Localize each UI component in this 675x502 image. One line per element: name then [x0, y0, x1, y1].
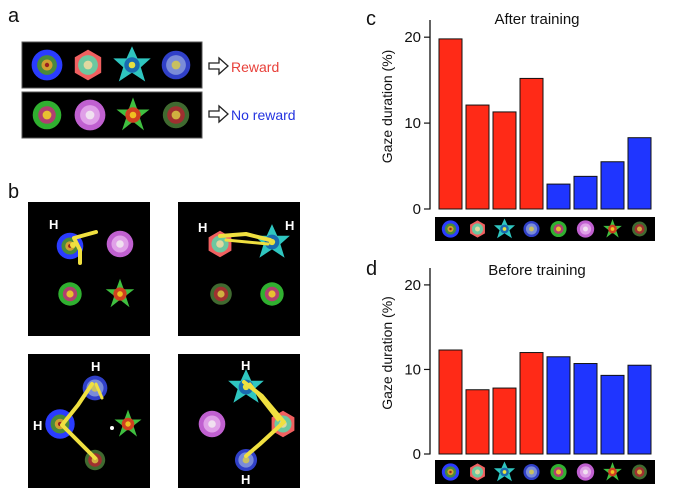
gaze-marker-h: H [285, 218, 294, 233]
gaze-marker-h: H [241, 472, 250, 487]
after-training-chart: After training 0 10 20 Gaze duration (%) [379, 11, 655, 241]
arrow-right-icon [208, 104, 229, 124]
panel-label-d: d [366, 258, 377, 280]
panel-label-b: b [8, 181, 19, 203]
x-axis-object-8 [632, 221, 647, 237]
bar-4 [519, 77, 544, 210]
bar-2 [465, 104, 490, 210]
gaze-marker-h: H [198, 220, 207, 235]
no-reward-object-1 [32, 100, 62, 130]
gaze-marker-h: H [300, 416, 309, 431]
y-tick-label: 10 [404, 361, 421, 378]
gaze-scene-2: H H [178, 202, 300, 336]
bar-7 [600, 374, 625, 455]
gaze-marker-h: H [91, 359, 100, 374]
bar-8 [627, 364, 652, 455]
bar-5 [546, 183, 571, 210]
reward-object-row [21, 41, 203, 89]
gaze-scene-4: H H H [178, 354, 309, 488]
x-axis-object-1 [441, 463, 460, 481]
x-axis-object-4 [523, 220, 540, 238]
no-reward-object-4 [162, 101, 190, 129]
bar-8 [627, 137, 652, 210]
x-axis-object-6 [576, 463, 595, 481]
x-axis-object-strip [435, 460, 655, 484]
arrow-right-icon [208, 56, 229, 76]
panel-label-c: c [366, 8, 376, 30]
panel-label-a: a [8, 5, 20, 27]
y-tick-label: 20 [404, 29, 421, 46]
reward-label: Reward [231, 59, 279, 75]
bar-3 [492, 111, 517, 210]
no-reward-object-2 [74, 99, 106, 131]
y-tick-label: 0 [413, 446, 421, 463]
chart-title: After training [494, 11, 579, 28]
bar-4 [519, 352, 544, 455]
y-axis-label: Gaze duration (%) [379, 296, 395, 410]
x-axis-object-5 [550, 220, 567, 238]
y-tick-label: 20 [404, 277, 421, 294]
gaze-scene-3: H H [28, 354, 150, 488]
bar-5 [546, 356, 571, 455]
bar-6 [573, 175, 598, 210]
x-axis-object-8 [632, 464, 647, 480]
before-training-chart: Before training 0 10 20 Gaze duration (%) [379, 262, 655, 484]
gaze-marker-h: H [49, 217, 58, 232]
y-tick-label: 10 [404, 115, 421, 132]
gaze-scene-1: H [28, 202, 150, 336]
bar-1 [438, 38, 463, 210]
bar-1 [438, 349, 463, 455]
x-axis-object-4 [523, 463, 540, 481]
x-axis-object-5 [550, 463, 567, 481]
x-axis-object-strip [435, 217, 655, 241]
y-tick-label: 0 [413, 201, 421, 218]
gaze-marker-h: H [33, 418, 42, 433]
y-axis-label: Gaze duration (%) [379, 50, 395, 164]
chart-title: Before training [488, 262, 586, 279]
bar-7 [600, 161, 625, 210]
reward-object-4 [161, 50, 191, 80]
no-reward-object-row [21, 91, 203, 139]
gaze-marker-h: H [241, 358, 250, 373]
bar-3 [492, 387, 517, 455]
bar-2 [465, 389, 490, 455]
x-axis-object-1 [441, 220, 460, 238]
bar-6 [573, 363, 598, 455]
no-reward-label: No reward [231, 107, 296, 123]
x-axis-object-6 [576, 220, 595, 238]
reward-object-1 [31, 49, 63, 81]
